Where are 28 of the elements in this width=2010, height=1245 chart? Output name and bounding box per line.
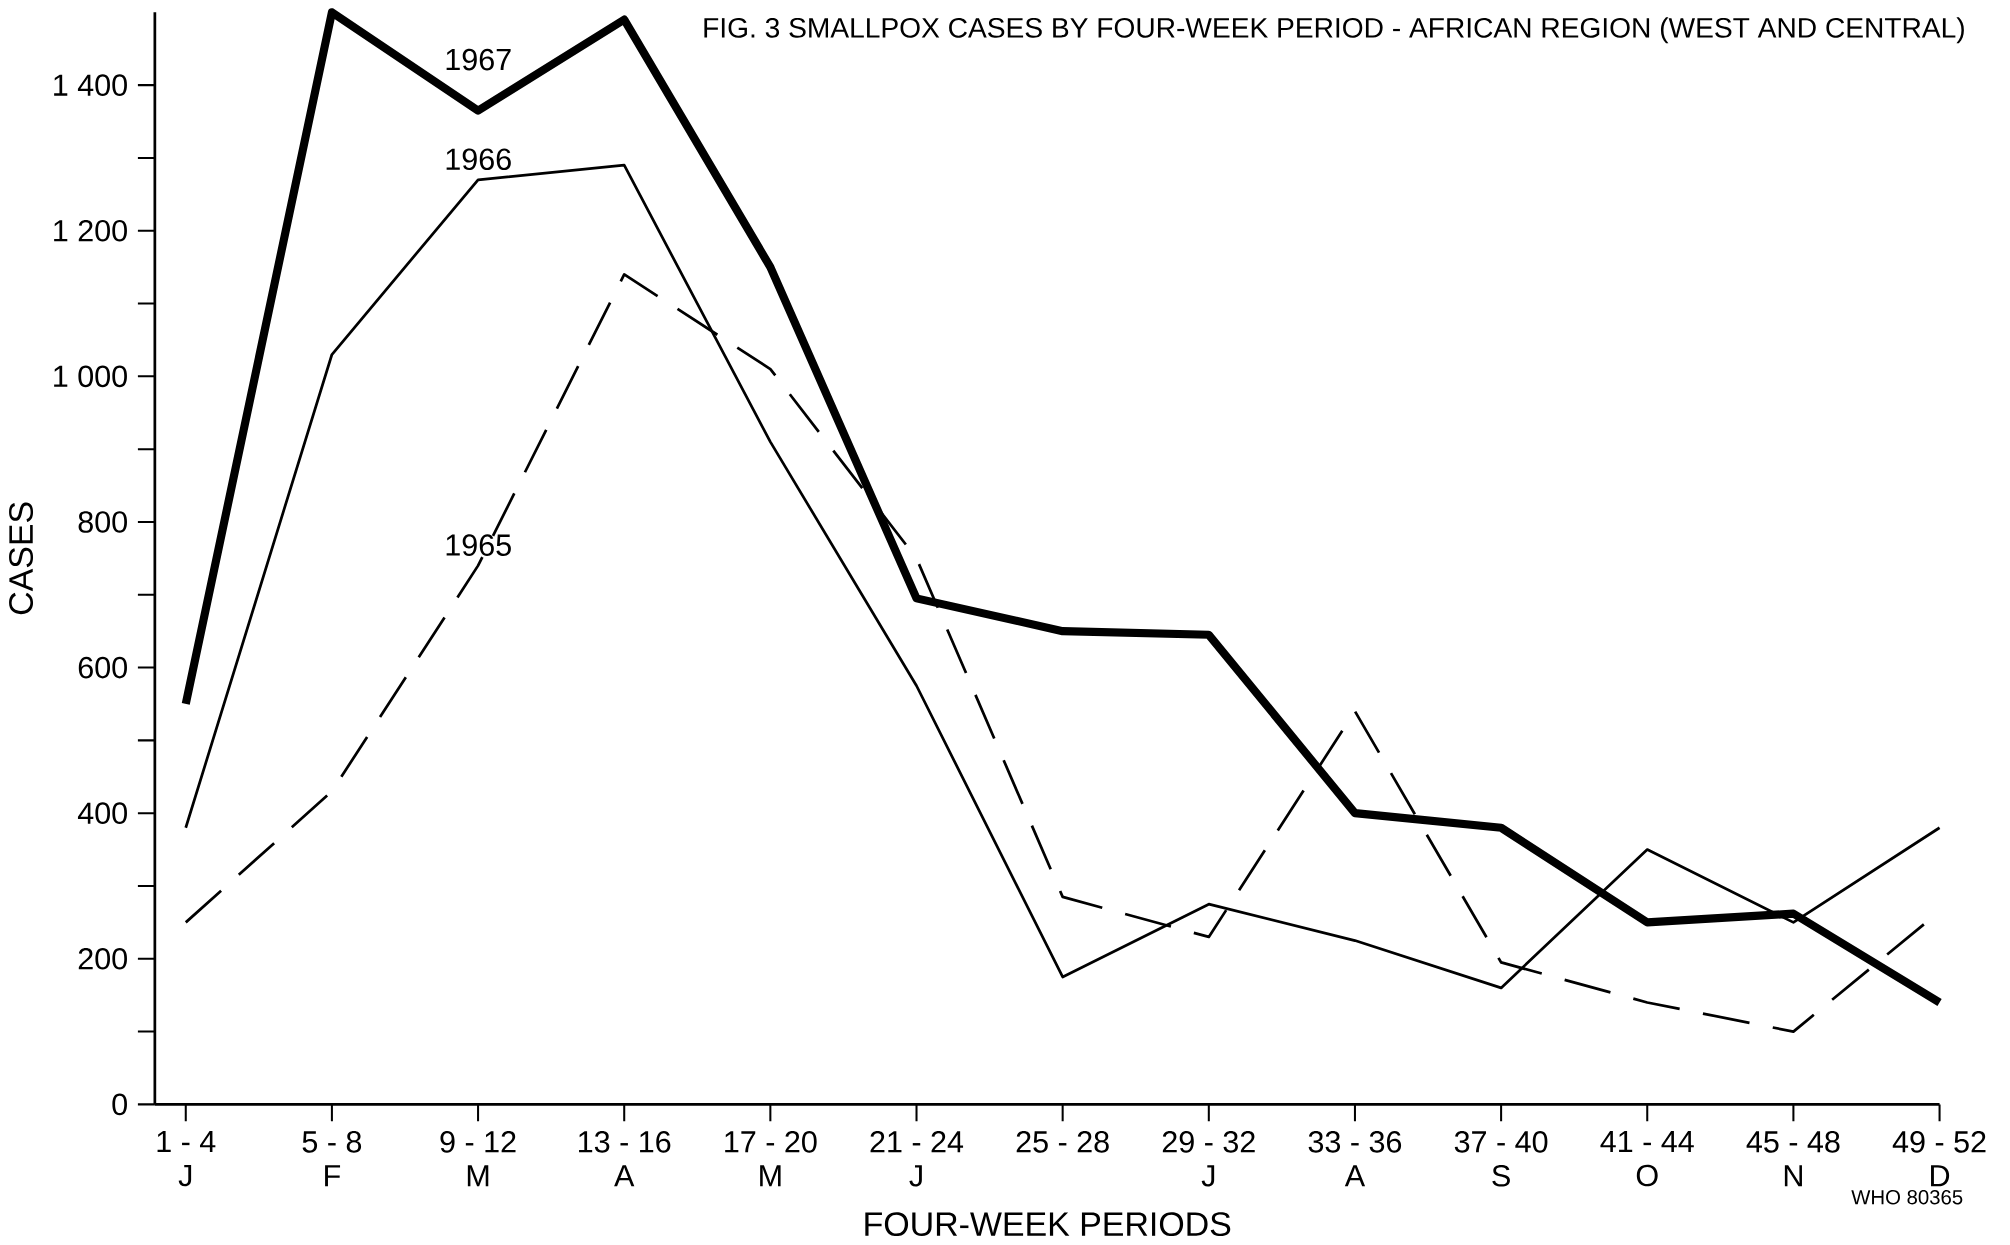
y-tick-label: 200 — [78, 947, 127, 970]
x-tick-label: 25 - 28 — [1016, 1130, 1109, 1153]
x-tick-label: 49 - 52 D — [1892, 1130, 1986, 1187]
x-tick-label: 5 - 8 F — [302, 1130, 362, 1187]
x-axis-title: FOUR-WEEK PERIODS — [865, 1212, 1231, 1237]
y-tick-label: 1 000 — [54, 365, 127, 388]
y-tick-label: 0 — [112, 1093, 127, 1116]
x-tick-label: 33 - 36 A — [1308, 1130, 1402, 1187]
series-label: 1965 — [446, 534, 511, 556]
x-tick-label: 41 - 44 O — [1600, 1130, 1694, 1187]
series-label: 1966 — [446, 148, 511, 170]
x-tick-label: 1 - 4 J — [157, 1130, 216, 1187]
y-axis-title: CASES — [9, 502, 34, 615]
x-tick-label: 9 - 12 M — [440, 1130, 516, 1187]
y-tick-label: 600 — [78, 656, 127, 679]
text: WHO 80365 — [1851, 1189, 1963, 1205]
x-tick-label: 17 - 20 M — [725, 1130, 817, 1187]
x-tick-label: 45 - 48 N — [1746, 1130, 1840, 1187]
y-tick-label: 400 — [77, 802, 127, 824]
y-tick-label: 1 200 — [54, 219, 127, 242]
x-tick-label: 29 - 32 J — [1162, 1130, 1255, 1187]
y-tick-label: 800 — [78, 511, 127, 533]
x-tick-label: 21 - 24 J — [870, 1130, 964, 1187]
x-tick-label: 37 - 40 S — [1454, 1130, 1548, 1187]
chart-title: FIG. 3 SMALLPOX CASES BY FOUR-WEEK PERIOD - AFRICAN REGION (WEST AND CENTRAL) — [704, 17, 1964, 44]
series-label: 1967 — [446, 48, 511, 71]
x-tick-label: 13 - 16 A — [579, 1130, 671, 1187]
y-tick-label: 1 400 — [54, 74, 127, 96]
